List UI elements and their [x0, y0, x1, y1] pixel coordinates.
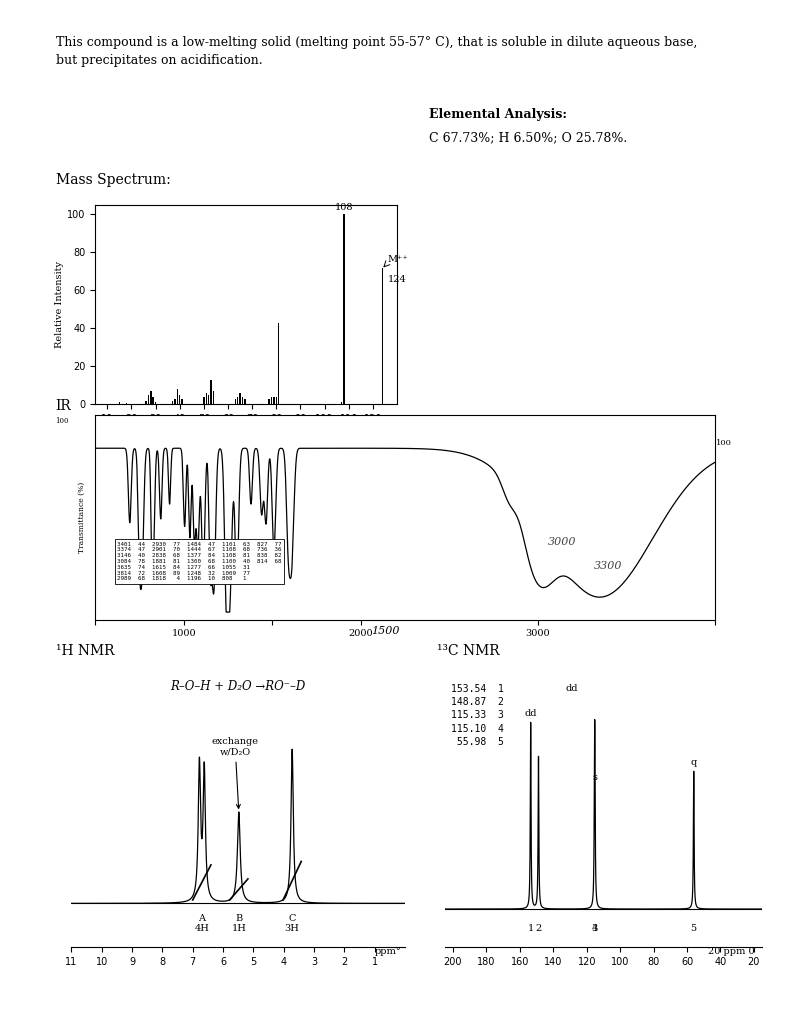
Text: 108: 108 — [334, 204, 353, 212]
Text: 3401  44  2930  77  1484  47  1101  63  827  77
3374  47  2901  70  1444  67  11: 3401 44 2930 77 1484 47 1101 63 827 77 3… — [117, 542, 281, 582]
Text: 3H: 3H — [285, 925, 299, 934]
Bar — [172, 400, 173, 404]
Bar — [278, 323, 279, 404]
Bar — [176, 389, 178, 404]
Text: M⁺⁺: M⁺⁺ — [387, 255, 408, 264]
Text: ppm°: ppm° — [374, 947, 401, 956]
Bar — [148, 395, 149, 404]
Text: Transmittance (%): Transmittance (%) — [78, 481, 86, 553]
Bar — [239, 393, 241, 404]
Y-axis label: Relative Intensity: Relative Intensity — [56, 261, 64, 348]
Bar — [145, 400, 147, 404]
Bar — [268, 398, 270, 404]
Text: 100: 100 — [56, 417, 69, 425]
Bar — [152, 397, 154, 404]
Text: B: B — [235, 914, 242, 923]
Bar — [276, 397, 277, 404]
Bar — [382, 267, 384, 404]
Text: 4H: 4H — [195, 925, 210, 934]
Bar — [118, 401, 120, 404]
Bar — [343, 214, 345, 404]
Text: R–O–H + D₂O →RO⁻–D: R–O–H + D₂O →RO⁻–D — [171, 680, 306, 693]
Bar — [206, 393, 207, 404]
Text: 3: 3 — [592, 924, 598, 933]
Text: This compound is a low-melting solid (melting point 55-57° C), that is soluble i: This compound is a low-melting solid (me… — [56, 36, 697, 67]
Text: dd: dd — [524, 710, 537, 718]
Text: Elemental Analysis:: Elemental Analysis: — [429, 108, 567, 121]
Text: dd: dd — [565, 684, 578, 693]
Text: C: C — [288, 914, 296, 923]
X-axis label: m/z: m/z — [236, 426, 256, 435]
Bar — [271, 397, 272, 404]
Bar — [179, 395, 180, 404]
Text: s: s — [592, 773, 597, 782]
Text: C 67.73%; H 6.50%; O 25.78%.: C 67.73%; H 6.50%; O 25.78%. — [429, 131, 627, 144]
Text: 20 ppm 0: 20 ppm 0 — [707, 947, 754, 956]
Bar — [174, 398, 175, 404]
Bar — [341, 401, 342, 404]
Text: 153.54  1
148.87  2
115.33  3
115.10  4
 55.98  5: 153.54 1 148.87 2 115.33 3 115.10 4 55.9… — [451, 684, 504, 746]
Bar — [237, 397, 238, 404]
Bar — [210, 380, 212, 404]
Bar — [182, 398, 183, 404]
Text: ¹³C NMR: ¹³C NMR — [437, 644, 499, 658]
Bar — [213, 391, 214, 404]
Text: 5: 5 — [691, 924, 697, 933]
Bar — [150, 391, 152, 404]
Bar — [273, 397, 275, 404]
Text: 1H: 1H — [231, 925, 246, 934]
Text: A: A — [198, 914, 206, 923]
Bar — [208, 395, 210, 404]
Text: q: q — [691, 758, 697, 767]
Text: 124: 124 — [387, 275, 406, 285]
Text: 1: 1 — [527, 924, 534, 933]
Text: 3000: 3000 — [549, 537, 576, 547]
Bar — [234, 398, 236, 404]
Bar — [126, 402, 127, 404]
Text: 3300: 3300 — [594, 561, 622, 571]
Text: 100: 100 — [716, 438, 732, 446]
Text: ¹H NMR: ¹H NMR — [56, 644, 114, 658]
Bar — [155, 401, 156, 404]
Bar — [203, 397, 205, 404]
Bar — [242, 397, 243, 404]
Text: 1500: 1500 — [371, 626, 399, 636]
Text: 4: 4 — [592, 924, 598, 933]
Text: Mass Spectrum:: Mass Spectrum: — [56, 173, 171, 187]
Text: exchange
w/D₂O: exchange w/D₂O — [212, 737, 259, 808]
Text: IR: IR — [56, 398, 71, 413]
Text: 2: 2 — [535, 924, 542, 933]
